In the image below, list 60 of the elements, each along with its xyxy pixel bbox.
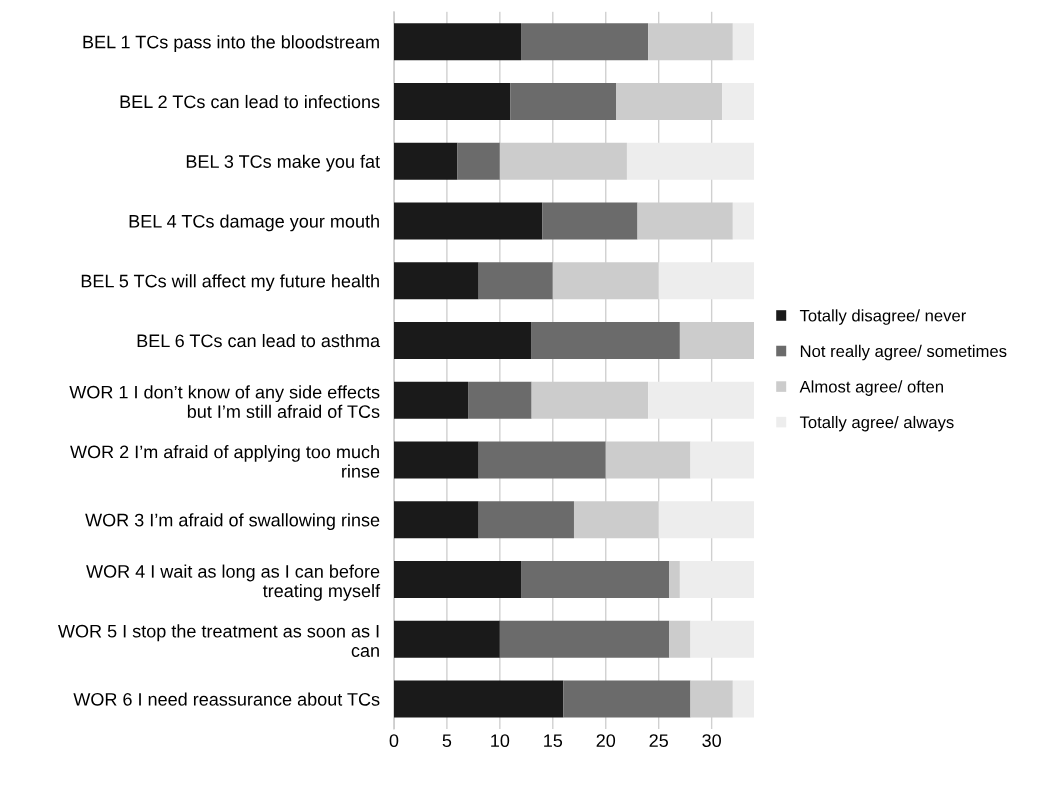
bar	[393, 82, 511, 120]
bar	[393, 441, 479, 479]
legend-label: Totally disagree/ never	[799, 309, 967, 325]
bar	[393, 560, 522, 599]
bar	[393, 680, 564, 718]
y-tick-label: BEL 3 TCs make you fat	[186, 154, 380, 172]
bar	[457, 142, 500, 180]
bar	[732, 202, 755, 240]
y-tick-label: BEL 1 TCs pass into the bloodstream	[83, 35, 379, 52]
bar	[521, 23, 649, 61]
bar	[669, 560, 680, 599]
bar	[563, 680, 691, 718]
y-tick-label: WOR 5 I stop the treatment as soon as I can	[58, 624, 379, 658]
x-tick-label: 5	[442, 734, 452, 748]
legend-label: Totally agree/ always	[799, 415, 954, 432]
x-tick-label: 20	[596, 734, 616, 748]
x-tick-label: 15	[544, 734, 563, 748]
bar	[499, 620, 670, 658]
x-tick-label: 30	[702, 734, 721, 748]
y-tick-label: WOR 6 I need reassurance about TCs	[73, 692, 380, 706]
y-tick-label: WOR 1 I don’t know of any side effects but I’m still afraid of TCs	[69, 385, 380, 418]
bar	[542, 202, 638, 240]
y-tick-label: WOR 4 I wait as long as I can before treating myself	[86, 564, 381, 601]
bar	[690, 620, 755, 658]
bar	[393, 202, 543, 240]
x-tick-label: 25	[649, 734, 668, 748]
bar	[669, 620, 691, 658]
bar	[478, 441, 606, 479]
bar	[393, 381, 469, 419]
bar	[393, 142, 458, 180]
bar	[531, 321, 680, 360]
bar	[658, 501, 755, 539]
bar	[393, 262, 479, 300]
bar	[722, 82, 755, 120]
bar	[393, 23, 522, 61]
x-tick-label: 0	[389, 734, 399, 748]
bar	[679, 560, 755, 599]
bar	[626, 142, 755, 180]
bar	[648, 381, 755, 419]
bar	[690, 441, 755, 479]
legend-label: Not really agree/ sometimes	[800, 344, 1007, 361]
bar	[393, 501, 479, 539]
bar	[521, 560, 670, 599]
bar	[478, 262, 553, 300]
bar	[658, 262, 755, 300]
bar	[468, 381, 532, 419]
y-tick-label: WOR 2 I’m afraid of applying too much rinse	[70, 445, 380, 478]
bar	[478, 501, 574, 539]
bar	[732, 680, 755, 718]
bar	[393, 620, 500, 658]
legend-label: Almost agree/ often	[799, 380, 943, 396]
y-tick-label: BEL 5 TCs will affect my future health	[81, 274, 379, 292]
y-tick-label: BEL 6 TCs can lead to asthma	[137, 333, 381, 348]
y-tick-label: WOR 3 I’m afraid of swallowing rinse	[85, 513, 380, 531]
bar	[393, 321, 532, 360]
x-tick-label: 10	[491, 734, 510, 748]
bar	[732, 23, 755, 61]
y-tick-label: BEL 2 TCs can lead to infections	[120, 94, 380, 109]
bar	[510, 82, 617, 120]
y-tick-label: BEL 4 TCs damage your mouth	[129, 214, 379, 232]
